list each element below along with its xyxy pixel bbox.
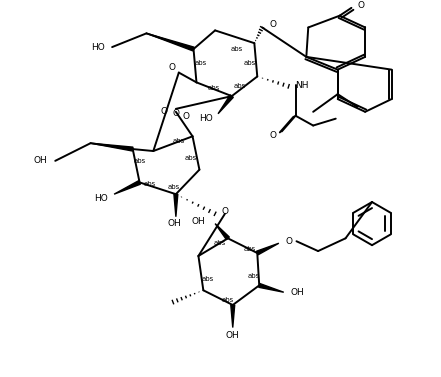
Text: HO: HO (92, 43, 105, 52)
Polygon shape (146, 33, 194, 51)
Text: OH: OH (191, 217, 206, 226)
Text: abs: abs (214, 240, 226, 246)
Text: abs: abs (247, 273, 259, 279)
Text: HO: HO (199, 114, 213, 123)
Text: abs: abs (134, 158, 146, 164)
Text: OH: OH (226, 331, 239, 340)
Text: O: O (269, 20, 276, 29)
Text: HO: HO (94, 194, 108, 202)
Text: abs: abs (233, 83, 246, 89)
Text: abs: abs (184, 155, 197, 161)
Text: O: O (161, 107, 168, 116)
Text: abs: abs (243, 246, 255, 252)
Text: abs: abs (201, 276, 213, 282)
Text: abs: abs (208, 85, 220, 91)
Polygon shape (215, 224, 229, 240)
Text: O: O (172, 109, 179, 118)
Text: OH: OH (291, 288, 304, 297)
Text: O: O (182, 112, 189, 121)
Text: abs: abs (173, 138, 185, 144)
Polygon shape (259, 284, 284, 292)
Text: O: O (357, 2, 364, 11)
Text: abs: abs (168, 184, 180, 190)
Text: OH: OH (167, 219, 181, 228)
Polygon shape (231, 305, 235, 328)
Text: NH: NH (295, 81, 309, 90)
Text: abs: abs (222, 297, 234, 303)
Polygon shape (218, 95, 233, 114)
Polygon shape (114, 181, 140, 194)
Polygon shape (174, 194, 178, 217)
Text: abs: abs (143, 181, 156, 187)
Text: abs: abs (231, 46, 243, 52)
Text: abs: abs (243, 60, 255, 66)
Text: O: O (286, 237, 293, 246)
Polygon shape (90, 143, 133, 151)
Text: O: O (222, 207, 229, 216)
Text: OH: OH (34, 156, 47, 166)
Text: O: O (270, 131, 277, 140)
Text: abs: abs (194, 60, 206, 66)
Polygon shape (257, 243, 279, 255)
Text: O: O (169, 63, 176, 72)
